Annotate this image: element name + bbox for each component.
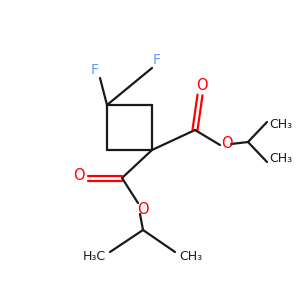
Text: CH₃: CH₃	[179, 250, 203, 263]
Text: O: O	[73, 169, 85, 184]
Text: H₃C: H₃C	[82, 250, 106, 263]
Text: F: F	[91, 63, 99, 77]
Text: F: F	[153, 53, 161, 67]
Text: CH₃: CH₃	[269, 152, 292, 166]
Text: O: O	[137, 202, 149, 217]
Text: O: O	[196, 79, 208, 94]
Text: O: O	[221, 136, 233, 151]
Text: CH₃: CH₃	[269, 118, 292, 130]
